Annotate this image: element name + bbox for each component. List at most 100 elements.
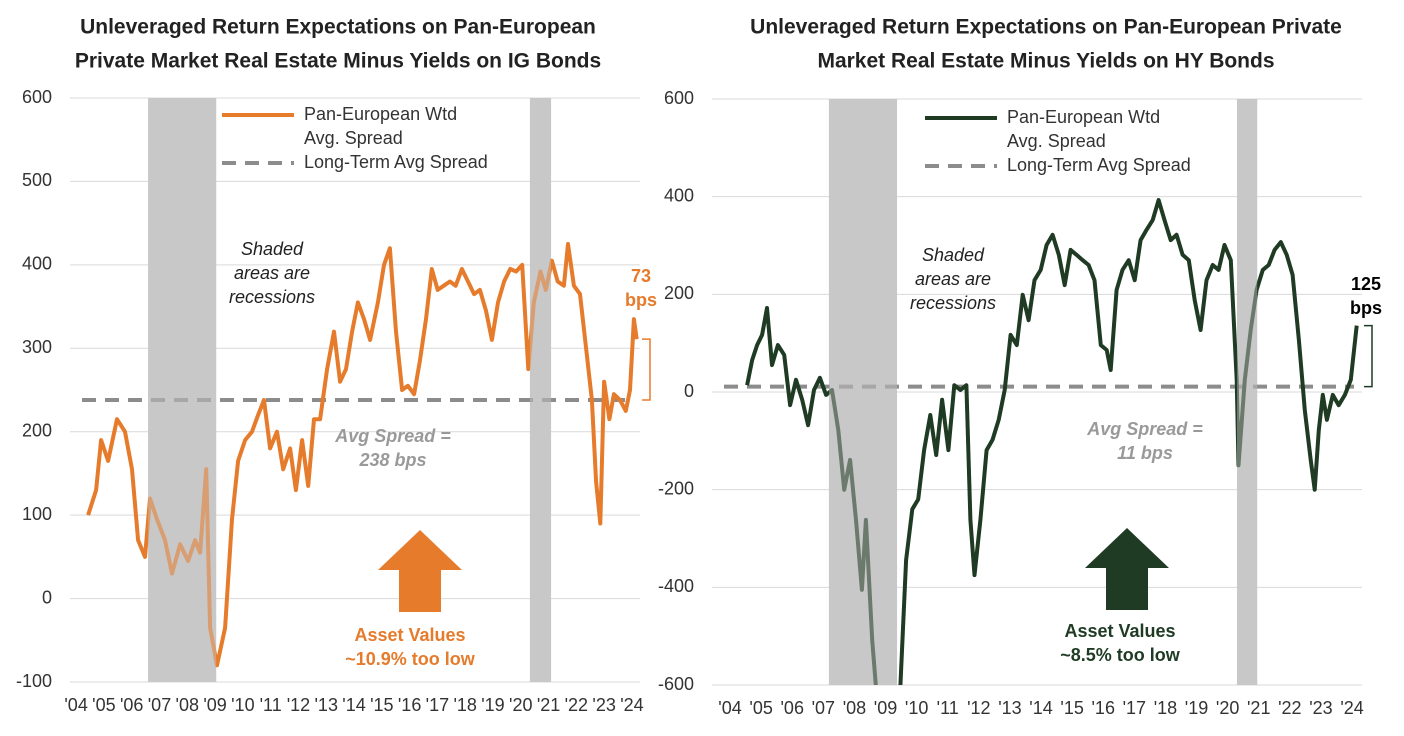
x-tick-label: '15 xyxy=(370,695,393,715)
y-tick-label: 600 xyxy=(22,87,52,107)
x-tick-label: '11 xyxy=(937,698,959,718)
up-arrow xyxy=(378,530,462,612)
recession-veil xyxy=(529,98,552,682)
x-tick-label: '18 xyxy=(1154,698,1177,718)
y-tick-label: 100 xyxy=(22,504,52,524)
spread-bracket xyxy=(642,338,651,401)
x-tick-label: '12 xyxy=(287,695,310,715)
x-tick-label: '20 xyxy=(509,695,532,715)
legend-label: Pan-European Wtd Avg. Spread xyxy=(304,104,457,148)
y-tick-label: 400 xyxy=(664,185,694,205)
x-tick-label: '22 xyxy=(1278,698,1301,718)
x-tick-label: '24 xyxy=(1340,698,1363,718)
annotation-line: Asset Values xyxy=(354,625,465,645)
x-tick-label: '04 xyxy=(64,695,87,715)
annotation-line: bps xyxy=(625,290,657,310)
recession-veil xyxy=(148,98,217,682)
annotation-line: ~10.9% too low xyxy=(345,649,476,669)
legend-label-line: Pan-European Wtd xyxy=(304,104,457,124)
recession-veil xyxy=(828,99,898,685)
recession-band xyxy=(529,98,552,682)
y-tick-label: 200 xyxy=(22,420,52,440)
y-tick-label: 0 xyxy=(684,381,694,401)
x-tick-label: '23 xyxy=(1309,698,1332,718)
x-tick-label: '19 xyxy=(1185,698,1208,718)
x-tick-label: '15 xyxy=(1060,698,1083,718)
annotation-line: Avg Spread = xyxy=(1086,419,1203,439)
y-tick-label: 200 xyxy=(664,283,694,303)
annotation-line: areas are xyxy=(234,263,310,283)
annotation-line: 11 bps xyxy=(1117,443,1173,463)
legend-label-line: Avg. Spread xyxy=(1007,131,1106,151)
annotation-line: Avg Spread = xyxy=(334,426,451,446)
chart-title: Market Real Estate Minus Yields on HY Bo… xyxy=(817,50,1274,73)
x-tick-label: '19 xyxy=(481,695,504,715)
x-tick-label: '04 xyxy=(718,698,741,718)
x-tick-label: '06 xyxy=(781,698,804,718)
x-tick-label: '13 xyxy=(315,695,338,715)
x-tick-label: '08 xyxy=(176,695,199,715)
x-tick-label: '16 xyxy=(1092,698,1115,718)
x-tick-label: '11 xyxy=(260,695,282,715)
annotation-line: recessions xyxy=(910,293,996,313)
annotation-line: Shaded xyxy=(241,239,304,259)
legend-label-line: Pan-European Wtd xyxy=(1007,107,1160,127)
x-tick-label: '05 xyxy=(92,695,115,715)
up-arrow xyxy=(1085,528,1169,610)
series-line xyxy=(745,198,1359,685)
x-tick-label: '09 xyxy=(203,695,226,715)
x-tick-label: '13 xyxy=(998,698,1021,718)
series-line xyxy=(86,242,639,668)
x-tick-label: '10 xyxy=(905,698,928,718)
annotation-line: ~8.5% too low xyxy=(1060,645,1181,665)
y-tick-label: 400 xyxy=(22,254,52,274)
annotation-line: Shaded xyxy=(922,245,985,265)
annotation-line: Asset Values xyxy=(1064,621,1175,641)
chart-title: Unleveraged Return Expectations on Pan-E… xyxy=(750,16,1342,39)
y-tick-label: 0 xyxy=(42,587,52,607)
recession-band xyxy=(1236,99,1258,685)
annotation-line: 73 xyxy=(631,266,651,286)
x-tick-label: '10 xyxy=(231,695,254,715)
legend-label: Long-Term Avg Spread xyxy=(304,152,488,172)
x-tick-label: '07 xyxy=(148,695,171,715)
x-tick-label: '17 xyxy=(426,695,449,715)
y-tick-label: -100 xyxy=(16,671,52,691)
chart-title: Unleveraged Return Expectations on Pan-E… xyxy=(80,16,596,39)
y-tick-label: -400 xyxy=(658,576,694,596)
legend-label: Pan-European Wtd Avg. Spread xyxy=(1007,107,1160,151)
x-tick-label: '16 xyxy=(398,695,421,715)
recession-band xyxy=(148,98,217,682)
y-tick-label: -600 xyxy=(658,674,694,694)
spread-bracket xyxy=(1364,324,1373,388)
x-tick-label: '24 xyxy=(620,695,643,715)
x-tick-label: '14 xyxy=(1029,698,1052,718)
y-tick-label: 500 xyxy=(22,170,52,190)
x-tick-label: '07 xyxy=(812,698,835,718)
x-tick-label: '17 xyxy=(1123,698,1146,718)
x-tick-label: '23 xyxy=(592,695,615,715)
x-tick-label: '05 xyxy=(749,698,772,718)
x-tick-label: '21 xyxy=(537,695,560,715)
y-tick-label: 300 xyxy=(22,337,52,357)
y-tick-label: 600 xyxy=(664,88,694,108)
x-tick-label: '20 xyxy=(1216,698,1239,718)
y-tick-label: -200 xyxy=(658,478,694,498)
recession-veil xyxy=(1236,99,1258,685)
legend-label: Long-Term Avg Spread xyxy=(1007,155,1191,175)
x-tick-label: '12 xyxy=(967,698,990,718)
x-tick-label: '21 xyxy=(1247,698,1270,718)
x-tick-label: '22 xyxy=(565,695,588,715)
x-tick-label: '18 xyxy=(453,695,476,715)
annotation-line: areas are xyxy=(915,269,991,289)
annotation-line: bps xyxy=(1350,298,1382,318)
x-tick-label: '08 xyxy=(843,698,866,718)
annotation-line: 125 xyxy=(1351,274,1381,294)
legend-label-line: Avg. Spread xyxy=(304,128,403,148)
annotation-line: 238 bps xyxy=(358,450,426,470)
x-tick-label: '14 xyxy=(342,695,365,715)
chart-title: Private Market Real Estate Minus Yields … xyxy=(75,50,601,73)
annotation-line: recessions xyxy=(229,287,315,307)
x-tick-label: '09 xyxy=(874,698,897,718)
